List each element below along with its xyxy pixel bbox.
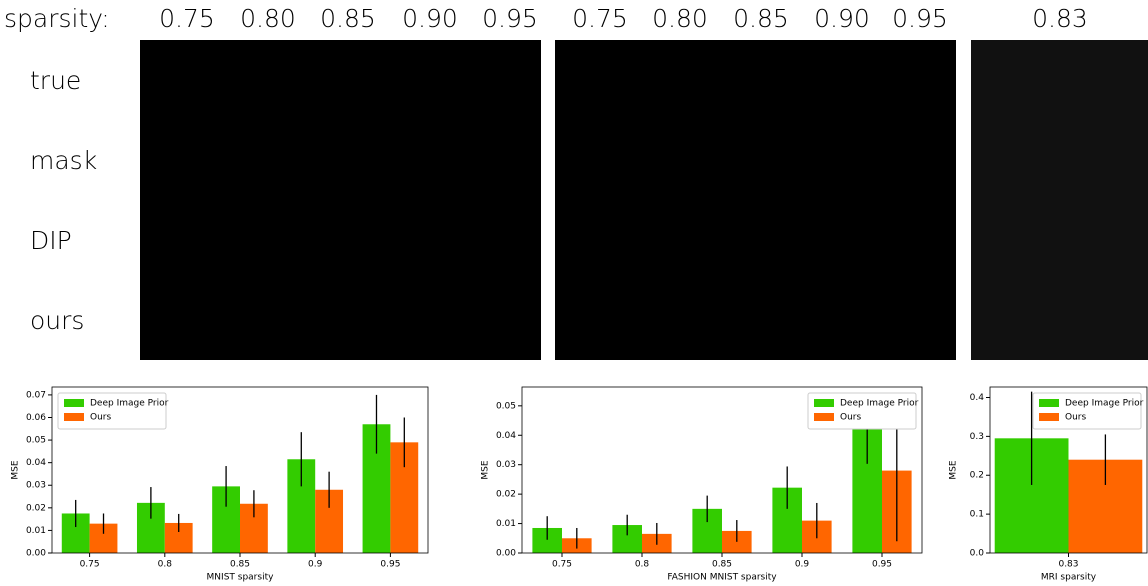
legend-box: [57, 392, 167, 430]
column-label: 0.85: [320, 4, 376, 33]
y-tick-label: 0.06: [26, 413, 46, 423]
column-label: 0.85: [733, 4, 789, 33]
y-tick-label: 0.3: [970, 432, 984, 442]
column-label: 0.83: [1032, 4, 1088, 33]
y-tick-label: 0.2: [970, 471, 984, 481]
x-tick-label: 0.95: [872, 560, 892, 570]
column-label: 0.75: [572, 4, 628, 33]
y-axis-label: MSE: [481, 460, 491, 479]
x-tick-label: 0.9: [308, 560, 323, 570]
y-tick-label: 0.01: [496, 519, 516, 529]
column-label: 0.90: [814, 4, 870, 33]
legend-swatch: [1039, 399, 1059, 407]
legend-label: Deep Image Prior: [840, 399, 919, 409]
column-label: 0.75: [159, 4, 215, 33]
x-tick-label: 0.83: [1058, 560, 1078, 570]
y-tick-label: 0.05: [26, 436, 46, 446]
x-tick-label: 0.75: [80, 560, 100, 570]
bar: [722, 530, 752, 553]
x-axis-label: MNIST sparsity: [207, 573, 275, 583]
legend-swatch: [1039, 413, 1059, 421]
x-axis-label: FASHION MNIST sparsity: [667, 573, 777, 583]
mri-image-grid: [971, 40, 1148, 360]
x-tick-label: 0.85: [712, 560, 732, 570]
row-label: ours: [30, 306, 84, 335]
column-label: 0.95: [482, 4, 538, 33]
y-tick-label: 0.00: [496, 549, 516, 559]
legend-label: Ours: [840, 413, 861, 423]
y-tick-label: 0.03: [496, 460, 516, 470]
y-tick-label: 0.01: [26, 526, 46, 536]
sparsity-header: sparsity:: [4, 4, 110, 33]
legend-swatch: [814, 399, 834, 407]
x-tick-label: 0.9: [795, 560, 810, 570]
y-tick-label: 0.07: [26, 390, 46, 400]
x-axis-label: MRI sparsity: [1041, 573, 1097, 583]
y-tick-label: 0.0: [970, 549, 985, 559]
y-tick-label: 0.02: [496, 490, 516, 500]
row-label: mask: [30, 146, 97, 175]
row-label: true: [30, 66, 81, 95]
legend-box: [1032, 392, 1142, 430]
x-tick-label: 0.85: [230, 560, 250, 570]
y-tick-label: 0.03: [26, 481, 46, 491]
legend-label: Ours: [1065, 413, 1086, 423]
row-label: DIP: [30, 226, 72, 255]
y-tick-label: 0.05: [496, 401, 516, 411]
y-tick-label: 0.4: [970, 393, 985, 403]
legend-label: Deep Image Prior: [90, 399, 169, 409]
legend-label: Ours: [90, 413, 111, 423]
y-tick-label: 0.02: [26, 503, 46, 513]
y-tick-label: 0.04: [26, 458, 46, 468]
y-tick-label: 0.04: [496, 431, 516, 441]
y-tick-label: 0.1: [970, 510, 984, 520]
column-label: 0.80: [652, 4, 708, 33]
column-label: 0.80: [240, 4, 296, 33]
column-label: 0.90: [402, 4, 458, 33]
legend-swatch: [64, 399, 84, 407]
legend-swatch: [814, 413, 834, 421]
column-label: 0.95: [892, 4, 948, 33]
x-tick-label: 0.8: [635, 560, 650, 570]
legend-label: Deep Image Prior: [1065, 399, 1144, 409]
x-tick-label: 0.75: [552, 560, 572, 570]
y-axis-label: MSE: [11, 460, 21, 479]
y-axis-label: MSE: [949, 460, 959, 479]
x-tick-label: 0.8: [158, 560, 173, 570]
mnist-image-grid: [140, 40, 541, 360]
y-tick-label: 0.00: [26, 549, 46, 559]
x-tick-label: 0.95: [380, 560, 400, 570]
fashion-image-grid: [555, 40, 956, 360]
legend-swatch: [64, 413, 84, 421]
legend-box: [807, 392, 917, 430]
